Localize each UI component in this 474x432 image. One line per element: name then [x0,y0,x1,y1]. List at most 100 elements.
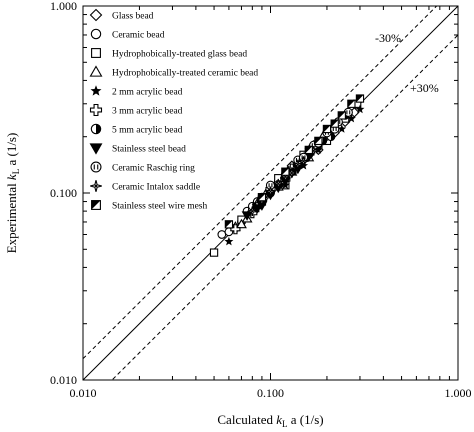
deviation-line-1 [83,6,438,360]
legend-marker [89,143,103,155]
data-point [236,218,247,229]
data-point [355,94,365,103]
series-7 [241,143,324,221]
data-point-fill [258,193,266,201]
data-point-shape [251,204,263,214]
data-point-shape [346,113,356,123]
legend-label: 3 mm acrylic bead [112,107,183,117]
legend: Glass bead Ceramic bead Hydrophobically-tr… [89,8,258,212]
data-point [224,220,234,229]
legend-label: Hydrophobically-treated ceramic bead [112,69,258,79]
legend-label: 2 mm acrylic bead [112,88,183,98]
x-tick-label: 0.010 [70,386,97,400]
legend-label: Hydrophobically-treated glass bead [112,50,247,60]
legend-marker [91,200,101,210]
x-tick-label: 1.000 [445,386,472,400]
data-point [287,168,297,178]
legend-marker-shape [90,28,102,40]
data-point-shape [355,104,365,114]
legend-label: Ceramic bead [112,31,165,41]
data-point-fill [305,146,313,154]
legend-marker-shape [90,85,102,96]
legend-item: 3 mm acrylic bead [89,103,183,117]
legend-marker-dot [94,184,98,188]
data-point-fill [314,137,322,145]
legend-marker [90,123,102,135]
y-axis-title-part: Experimental [4,180,19,253]
legend-item: 5 mm acrylic bead [90,123,183,136]
data-point-fill [330,132,335,141]
data-point [224,236,234,246]
x-axis-title-part: L [282,419,288,429]
data-point-fill [225,220,233,228]
legend-marker-shape [91,48,101,58]
legend-marker-shape [89,65,103,77]
legend-label: Glass bead [112,12,154,22]
deviation-label-2: +30% [410,81,439,95]
data-point [337,111,346,120]
data-point-shape [217,230,227,239]
legend-item: Glass bead [89,8,154,22]
legend-label: Ceramic Raschig ring [112,164,195,174]
data-point [314,136,323,146]
y-tick-label: 0.010 [50,373,77,387]
deviation-line-2 [111,34,458,380]
data-point-fill [356,94,364,103]
legend-item: 2 mm acrylic bead [90,85,183,98]
axis-ticks [82,6,458,381]
legend-marker [89,65,103,77]
data-point [257,193,267,202]
legend-label: Ceramic Intalox saddle [112,183,200,193]
data-point-dot [269,190,272,193]
data-point [281,167,290,176]
data-point [304,145,313,155]
legend-marker [89,103,103,117]
data-point [217,230,227,239]
data-point [241,211,253,221]
y-axis-title: Experimental kL a (1/s) [4,133,21,254]
data-point-fill [338,111,346,119]
y-axis-title-part: a (1/s) [4,133,19,169]
legend-marker [91,48,101,58]
data-point [337,124,347,133]
data-point [265,186,276,197]
data-point-shape [241,211,253,221]
data-point-dot [251,210,254,213]
data-point-shape [209,248,219,257]
legend-marker [90,180,102,192]
legend-marker [89,8,103,22]
data-point-dot [290,171,293,174]
data-point-dot [277,182,280,185]
legend-marker-shape [89,143,103,155]
legend-marker [90,85,102,96]
data-point-fill [347,100,355,108]
x-axis-title-part: a (1/s) [288,412,324,427]
y-tick-label: 0.100 [50,186,77,200]
data-point [273,178,284,189]
data-point [298,156,309,167]
legend-item: Hydrophobically-treated glass bead [91,48,247,60]
data-point-shape [224,236,234,246]
data-point [346,113,356,123]
data-point-shape [337,124,347,133]
data-point [209,248,219,257]
y-axis-title-part: k [4,174,19,180]
legend-marker-shape [90,161,102,173]
legend-marker-shape [89,103,103,117]
data-point [293,159,303,170]
legend-item: Stainless steel wire mesh [91,200,207,212]
legend-marker [90,28,102,40]
data-point-dot [284,175,287,178]
data-point-dot [296,163,299,166]
legend-item: Ceramic Raschig ring [90,161,195,174]
x-tick-label: 0.100 [257,386,284,400]
data-point [280,171,291,182]
legend-marker-shape [89,8,103,22]
data-point [347,99,356,108]
data-point-dot [302,160,305,163]
data-point [322,124,332,134]
x-axis-title-part: Calculated [217,412,276,427]
y-tick-label: 1.000 [50,0,77,13]
